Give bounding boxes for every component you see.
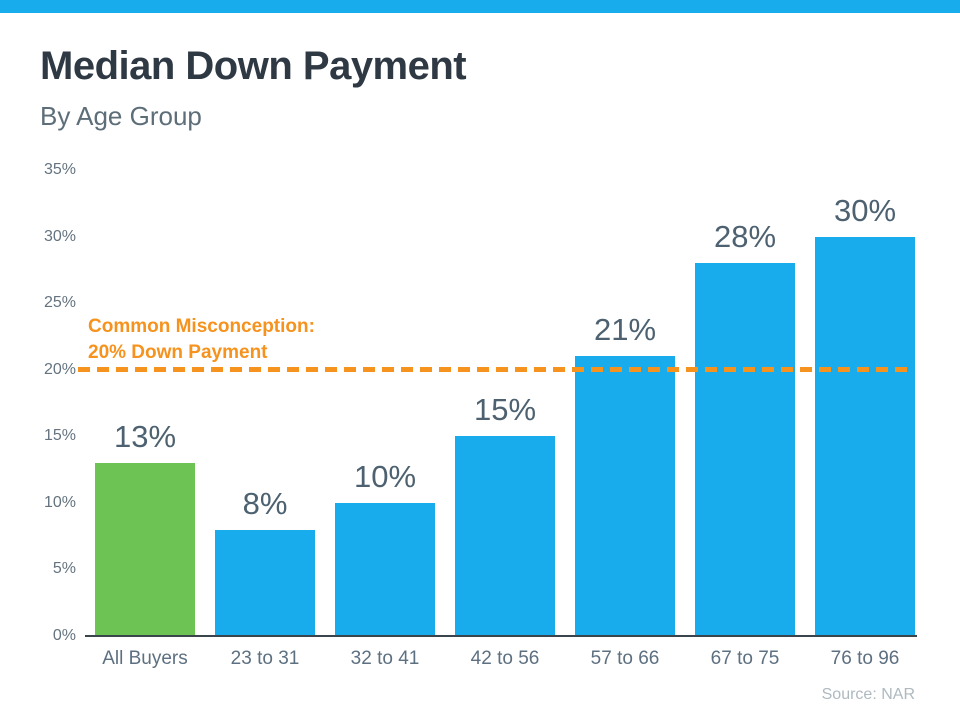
y-tick-label: 35%	[43, 161, 76, 178]
reference-annotation: Common Misconception: 20% Down Payment	[88, 314, 315, 366]
x-tick-label: 32 to 41	[350, 648, 420, 669]
x-tick-label: 67 to 75	[710, 648, 780, 669]
bar-32-to-41	[335, 502, 435, 636]
y-tick-label: 0%	[52, 627, 76, 644]
y-tick-label: 20%	[43, 360, 76, 378]
source-note: Source: NAR	[821, 686, 915, 703]
x-tick-label: 76 to 96	[830, 648, 900, 669]
x-tick-label: 57 to 66	[590, 648, 660, 669]
y-tick-label: 15%	[43, 427, 76, 445]
bar-value-label: 13%	[113, 418, 177, 454]
top-accent-bar	[0, 0, 960, 13]
page-subtitle: By Age Group	[40, 101, 202, 131]
plot-area: 13% All Buyers 8% 23 to 31 10% 32 to 41 15% 42 …	[85, 170, 915, 669]
x-tick-label: 42 to 56	[470, 648, 540, 669]
y-tick-label: 5%	[52, 560, 76, 578]
bar-42-to-56	[455, 436, 555, 636]
bar-value-label: 21%	[593, 312, 657, 348]
bar-value-label: 8%	[242, 485, 288, 521]
y-tick-label: 10%	[43, 493, 76, 511]
y-tick-label: 30%	[43, 227, 76, 245]
bar-76-to-96	[815, 236, 915, 636]
bar-67-to-75	[695, 263, 795, 636]
bar-value-label: 28%	[713, 219, 777, 255]
bar-value-label: 30%	[833, 192, 897, 228]
y-tick-label: 25%	[43, 294, 76, 312]
bar-23-to-31	[215, 529, 315, 636]
bar-value-label: 15%	[473, 392, 537, 428]
reference-line-20pct	[78, 367, 910, 372]
annotation-line2: 20% Down Payment	[88, 342, 268, 363]
x-tick-label: All Buyers	[102, 648, 188, 669]
bar-value-label: 10%	[353, 458, 417, 494]
annotation-line1: Common Misconception:	[88, 316, 315, 337]
x-axis-line	[85, 635, 917, 637]
bar-all-buyers	[95, 462, 195, 636]
page-title: Median Down Payment	[40, 44, 467, 88]
x-tick-label: 23 to 31	[230, 648, 300, 669]
bar-57-to-66	[575, 356, 675, 636]
